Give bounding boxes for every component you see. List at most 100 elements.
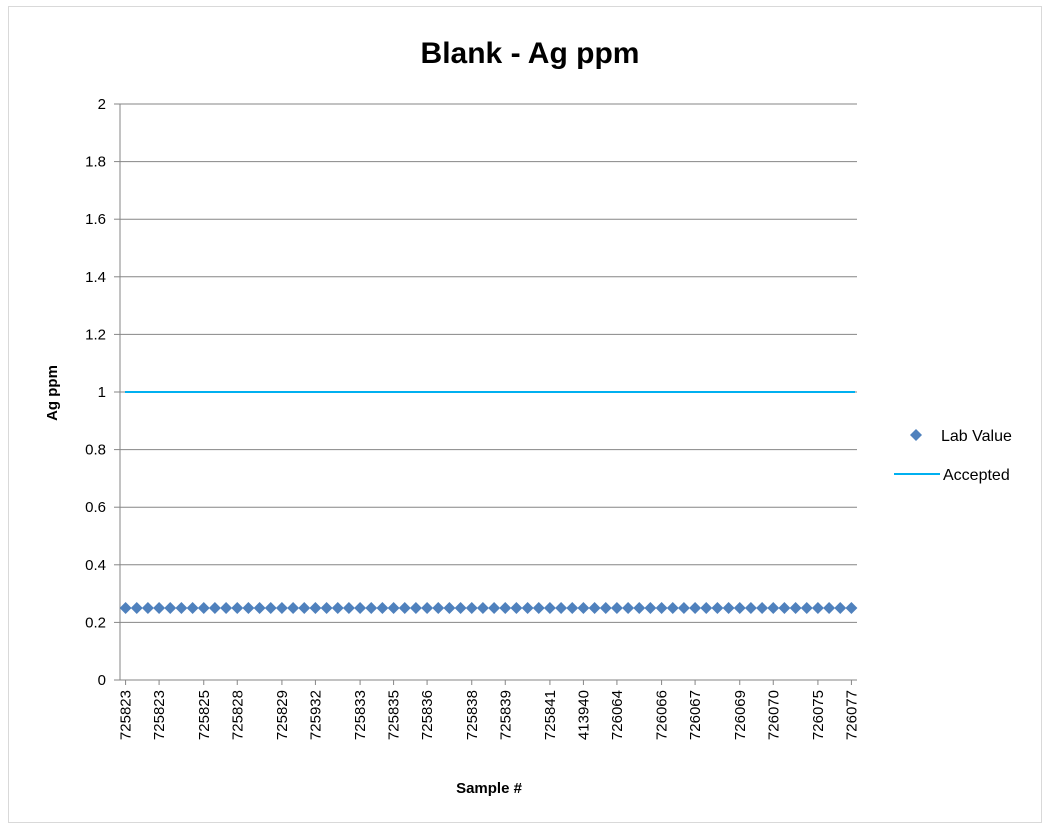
lab-value-point bbox=[733, 602, 746, 614]
x-tick-label: 725841 bbox=[542, 690, 559, 740]
x-tick-label: 725836 bbox=[419, 690, 436, 740]
lab-value-point bbox=[208, 602, 221, 614]
lab-value-point bbox=[834, 602, 847, 614]
lab-value-point bbox=[532, 602, 545, 614]
lab-value-point bbox=[320, 602, 333, 614]
lab-value-point bbox=[811, 602, 824, 614]
lab-value-point bbox=[655, 602, 668, 614]
legend-lab-value-marker bbox=[910, 429, 922, 441]
lab-value-point bbox=[689, 602, 702, 614]
lab-value-point bbox=[376, 602, 389, 614]
x-axis-label: Sample # bbox=[456, 780, 523, 797]
lab-value-point bbox=[398, 602, 411, 614]
lab-value-point bbox=[476, 602, 489, 614]
lab-value-point bbox=[443, 602, 456, 614]
lab-value-point bbox=[577, 602, 590, 614]
y-tick-label: 1.4 bbox=[85, 269, 106, 286]
lab-value-point bbox=[711, 602, 724, 614]
lab-value-point bbox=[566, 602, 579, 614]
lab-value-point bbox=[175, 602, 188, 614]
x-tick-label: 725829 bbox=[274, 690, 291, 740]
lab-value-point bbox=[153, 602, 166, 614]
lab-value-points bbox=[119, 602, 858, 614]
y-tick-label: 0.4 bbox=[85, 557, 106, 574]
y-axis-label: Ag ppm bbox=[44, 365, 61, 421]
lab-value-point bbox=[354, 602, 367, 614]
lab-value-point bbox=[275, 602, 288, 614]
y-tick-label: 1.8 bbox=[85, 154, 106, 171]
x-tick-label: 726066 bbox=[654, 690, 671, 740]
lab-value-point bbox=[264, 602, 277, 614]
lab-value-point bbox=[555, 602, 568, 614]
y-axis-ticks: 0 0.2 0.4 0.6 0.8 1 1.2 1.4 1.6 1.8 2 bbox=[85, 96, 120, 689]
lab-value-point bbox=[119, 602, 132, 614]
x-tick-label: 413940 bbox=[575, 690, 592, 740]
x-tick-label: 725823 bbox=[118, 690, 135, 740]
lab-value-point bbox=[789, 602, 802, 614]
chart-title: Blank - Ag ppm bbox=[421, 37, 640, 70]
lab-value-point bbox=[543, 602, 556, 614]
legend-accepted-label: Accepted bbox=[943, 467, 1010, 484]
lab-value-point bbox=[242, 602, 255, 614]
x-tick-label: 726064 bbox=[609, 690, 626, 740]
lab-value-point bbox=[610, 602, 623, 614]
lab-value-point bbox=[823, 602, 836, 614]
lab-value-point bbox=[499, 602, 512, 614]
lab-value-point bbox=[744, 602, 757, 614]
y-tick-label: 1.6 bbox=[85, 211, 106, 228]
lab-value-point bbox=[800, 602, 813, 614]
lab-value-point bbox=[510, 602, 523, 614]
lab-value-point bbox=[778, 602, 791, 614]
y-tick-label: 0 bbox=[98, 672, 106, 689]
x-tick-label: 726069 bbox=[732, 690, 749, 740]
lab-value-point bbox=[387, 602, 400, 614]
x-tick-label: 725823 bbox=[151, 690, 168, 740]
lab-value-point bbox=[287, 602, 300, 614]
lab-value-point bbox=[465, 602, 478, 614]
lab-value-point bbox=[756, 602, 769, 614]
lab-value-point bbox=[231, 602, 244, 614]
lab-value-point bbox=[588, 602, 601, 614]
lab-value-point bbox=[421, 602, 434, 614]
x-axis-ticks: 725823 725823 725825 725828 725829 725932 7258… bbox=[118, 680, 860, 740]
x-tick-label: 725838 bbox=[464, 690, 481, 740]
x-tick-label: 725825 bbox=[196, 690, 213, 740]
lab-value-point bbox=[130, 602, 143, 614]
y-tick-label: 2 bbox=[98, 96, 106, 113]
x-tick-label: 726070 bbox=[765, 690, 782, 740]
x-tick-label: 725932 bbox=[307, 690, 324, 740]
y-tick-label: 1.2 bbox=[85, 326, 106, 343]
lab-value-point bbox=[164, 602, 177, 614]
lab-value-point bbox=[488, 602, 501, 614]
lab-value-point bbox=[622, 602, 635, 614]
legend: Lab Value Accepted bbox=[894, 428, 1012, 484]
lab-value-point bbox=[432, 602, 445, 614]
lab-value-point bbox=[197, 602, 210, 614]
chart-frame bbox=[8, 6, 1042, 823]
lab-value-point bbox=[521, 602, 534, 614]
x-tick-label: 726075 bbox=[810, 690, 827, 740]
x-tick-label: 725833 bbox=[352, 690, 369, 740]
lab-value-point bbox=[331, 602, 344, 614]
x-tick-label: 726077 bbox=[843, 690, 860, 740]
lab-value-point bbox=[845, 602, 858, 614]
lab-value-point bbox=[599, 602, 612, 614]
lab-value-point bbox=[220, 602, 233, 614]
x-tick-label: 725828 bbox=[229, 690, 246, 740]
lab-value-point bbox=[644, 602, 657, 614]
y-tick-label: 0.6 bbox=[85, 499, 106, 516]
lab-value-point bbox=[677, 602, 690, 614]
y-tick-label: 0.2 bbox=[85, 614, 106, 631]
x-tick-label: 725839 bbox=[497, 690, 514, 740]
x-tick-label: 725835 bbox=[386, 690, 403, 740]
lab-value-point bbox=[700, 602, 713, 614]
lab-value-point bbox=[722, 602, 735, 614]
y-tick-label: 0.8 bbox=[85, 442, 106, 459]
lab-value-point bbox=[342, 602, 355, 614]
lab-value-point bbox=[409, 602, 422, 614]
lab-value-point bbox=[298, 602, 311, 614]
legend-lab-value-label: Lab Value bbox=[941, 428, 1012, 445]
lab-value-point bbox=[666, 602, 679, 614]
lab-value-point bbox=[141, 602, 154, 614]
